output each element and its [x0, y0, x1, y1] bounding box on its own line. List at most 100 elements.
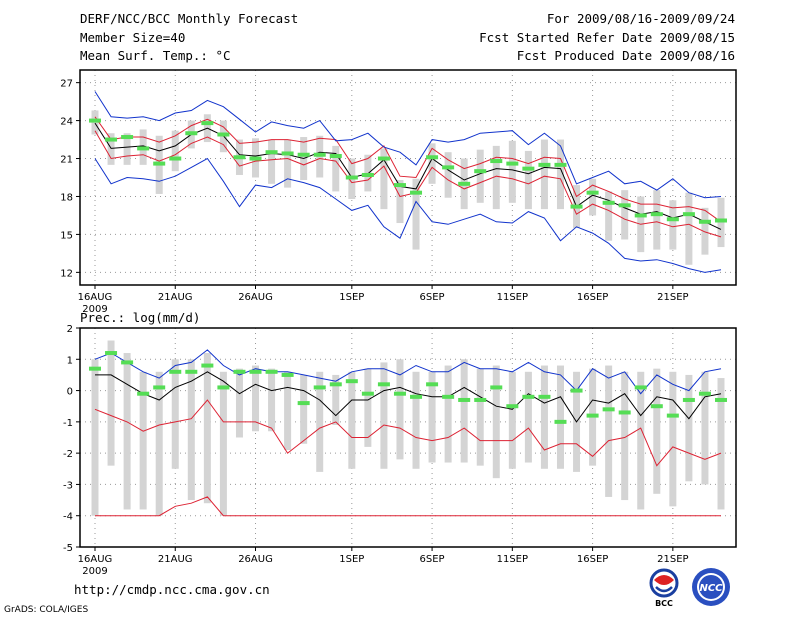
temp-spread-box — [492, 145, 500, 210]
temp-observed-marker — [522, 166, 535, 171]
temp-observed-marker — [554, 162, 567, 167]
temp-spread-box — [653, 190, 661, 250]
prec-xtick-label: 11SEP — [497, 554, 528, 565]
temp-spread-box — [428, 143, 436, 184]
temp-spread-box — [669, 200, 677, 250]
prec-spread-box — [412, 371, 420, 469]
prec-observed-marker — [602, 407, 615, 412]
temp-observed-marker — [281, 151, 294, 156]
prec-xtick-label: 1SEP — [339, 554, 364, 565]
date-line-2: Fcst Started Refer Date 2009/08/15 — [479, 30, 735, 45]
prec-observed-marker — [554, 419, 567, 424]
prec-xtick-label: 21AUG — [158, 554, 193, 565]
prec-observed-marker — [313, 385, 326, 390]
temp-series-line — [94, 91, 722, 199]
temp-series-line — [94, 157, 722, 273]
prec-spread-box — [316, 371, 324, 472]
prec-spread-box — [669, 371, 677, 507]
temp-spread-box — [621, 190, 629, 240]
prec-observed-marker — [137, 391, 150, 396]
temp-observed-marker — [233, 155, 246, 160]
prec-observed-marker — [185, 369, 198, 374]
temp-ytick-label: 18 — [60, 192, 73, 203]
prec-xtick-label: 6SEP — [420, 554, 445, 565]
temp-observed-marker — [698, 219, 711, 224]
temp-spread-box — [107, 133, 115, 165]
prec-xtick-label: 21SEP — [657, 554, 688, 565]
prec-spread-box — [540, 365, 548, 469]
temp-ytick-label: 27 — [60, 79, 73, 90]
temp-xtick-label: 11SEP — [497, 292, 528, 303]
date-line-3: Fcst Produced Date 2009/08/16 — [516, 48, 735, 63]
prec-observed-marker — [297, 401, 310, 406]
temp-observed-marker — [634, 213, 647, 218]
prec-series-line — [95, 496, 721, 517]
temp-observed-marker — [297, 152, 310, 157]
grads-credit: GrADS: COLA/IGES — [4, 605, 89, 615]
temp-observed-marker — [377, 156, 390, 161]
temp-spread-box — [123, 133, 131, 165]
prec-observed-marker — [105, 351, 118, 356]
prec-spread-box — [219, 371, 227, 516]
prec-spread-box — [235, 368, 243, 438]
ncc-logo-text: NCC — [699, 583, 723, 594]
prec-ytick-label: -2 — [63, 449, 73, 460]
prec-spread-box — [556, 365, 564, 469]
temp-observed-marker — [442, 165, 455, 170]
temp-observed-marker — [393, 183, 406, 188]
temp-observed-marker — [426, 155, 439, 160]
prec-spread-box — [428, 371, 436, 463]
prec-spread-box — [717, 378, 725, 510]
title-line-3: Mean Surf. Temp.: °C — [80, 48, 231, 63]
prec-spread-box — [300, 374, 308, 444]
temp-observed-marker — [650, 212, 663, 217]
prec-spread-box — [123, 353, 131, 510]
prec-observed-marker — [121, 360, 134, 365]
prec-spread-box — [653, 368, 661, 494]
prec-observed-marker — [666, 413, 679, 418]
prec-xtick-label: 16SEP — [577, 554, 608, 565]
temp-observed-marker — [265, 150, 278, 155]
temp-xtick-label: 1SEP — [339, 292, 364, 303]
prec-spread-box — [171, 359, 179, 469]
temp-xtick-label: 21SEP — [657, 292, 688, 303]
temp-observed-marker — [329, 154, 342, 158]
temp-observed-marker — [506, 161, 519, 166]
prec-spread-box — [348, 371, 356, 469]
prec-observed-marker — [89, 366, 101, 371]
temp-observed-marker — [185, 131, 198, 136]
prec-spread-box — [203, 353, 211, 504]
prec-ytick-label: 1 — [67, 355, 73, 366]
prec-spread-box — [621, 371, 629, 501]
temp-observed-marker — [153, 161, 166, 166]
temp-spread-box — [605, 191, 613, 241]
prec-observed-marker — [634, 385, 647, 390]
prec-observed-marker — [361, 391, 374, 396]
prec-spread-box — [701, 371, 709, 485]
prec-spread-box — [155, 371, 163, 516]
temp-spread-box — [701, 207, 709, 255]
title-line-1: DERF/NCC/BCC Monthly Forecast — [80, 11, 299, 26]
temp-spread-box — [444, 152, 452, 198]
temp-observed-marker — [474, 169, 487, 174]
prec-spread-box — [508, 371, 516, 469]
temp-series-line — [94, 116, 722, 223]
prec-frame — [79, 327, 737, 548]
prec-observed-marker — [522, 394, 535, 399]
footer-url[interactable]: http://cmdp.ncc.cma.gov.cn — [74, 582, 270, 597]
temp-panel: 12 15 18 21 24 27 16AUG 21AUG 26AUG 1SEP 6SEP 11SEP… — [60, 69, 737, 315]
prec-observed-marker — [490, 385, 503, 390]
prec-observed-marker — [715, 397, 727, 402]
temp-spread-box — [524, 150, 532, 210]
temp-observed-marker — [570, 204, 583, 209]
temp-observed-marker — [458, 181, 471, 186]
temp-spread-box — [476, 149, 484, 203]
title-line-2: Member Size=40 — [80, 30, 186, 45]
prec-observed-marker — [153, 385, 166, 390]
prec-observed-marker — [538, 394, 551, 399]
prec-spread-box — [268, 368, 276, 432]
temp-observed-marker — [313, 152, 326, 157]
temp-observed-marker — [361, 172, 374, 177]
prec-spread-box — [492, 365, 500, 479]
temp-observed-marker — [137, 146, 150, 151]
